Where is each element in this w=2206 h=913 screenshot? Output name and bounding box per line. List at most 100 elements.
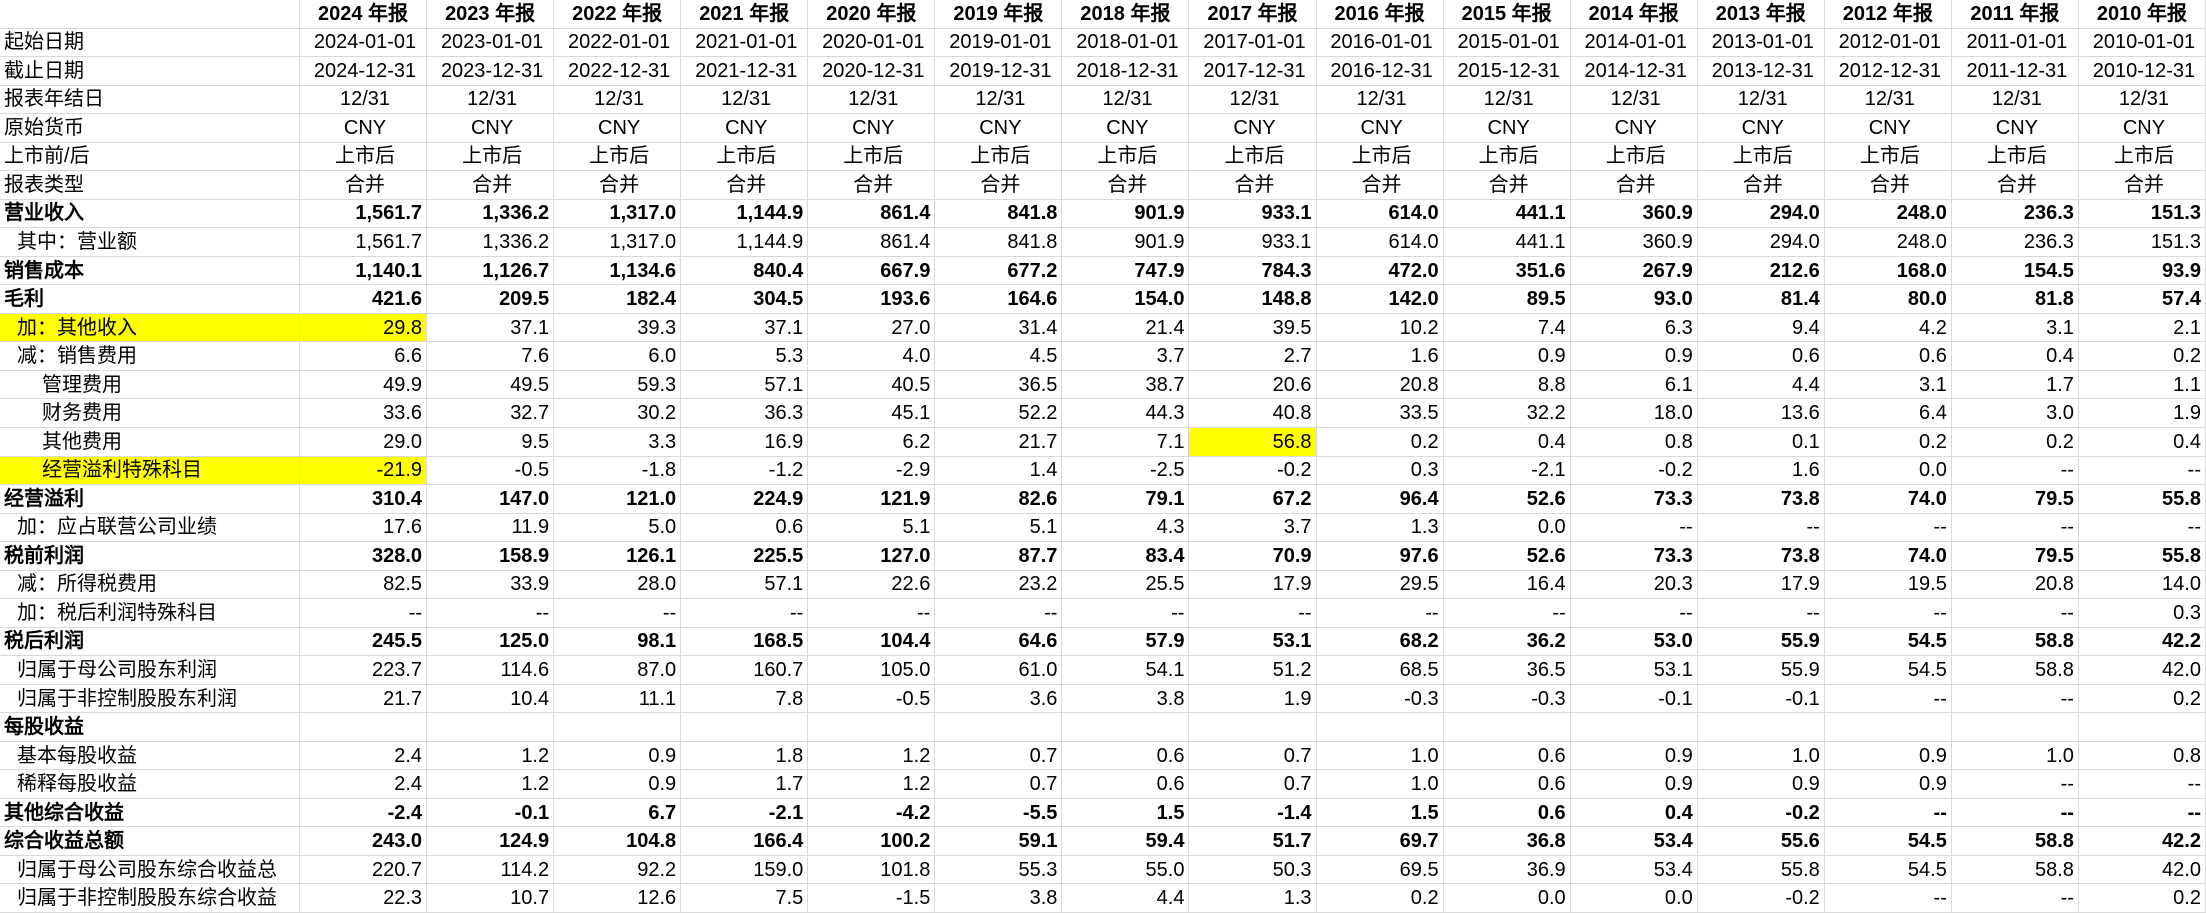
- value-cell[interactable]: 49.9: [300, 370, 428, 400]
- value-cell[interactable]: 310.4: [300, 485, 428, 514]
- value-cell[interactable]: 2016-01-01: [1316, 28, 1444, 58]
- value-cell[interactable]: --: [681, 599, 809, 628]
- value-cell[interactable]: 28.0: [554, 570, 682, 600]
- value-cell[interactable]: 12/31: [427, 85, 555, 115]
- row-label[interactable]: 其他费用: [0, 427, 300, 457]
- value-cell[interactable]: [1316, 713, 1444, 742]
- value-cell[interactable]: --: [554, 599, 682, 628]
- value-cell[interactable]: 0.9: [1570, 342, 1698, 371]
- value-cell[interactable]: 79.5: [1951, 485, 2079, 514]
- value-cell[interactable]: 6.6: [300, 342, 428, 371]
- value-cell[interactable]: 933.1: [1189, 199, 1317, 229]
- value-cell[interactable]: 158.9: [427, 542, 555, 571]
- value-cell[interactable]: 59.3: [554, 370, 682, 400]
- value-cell[interactable]: 2016-12-31: [1316, 57, 1444, 86]
- value-cell[interactable]: 合并: [1189, 171, 1317, 200]
- value-cell[interactable]: 12/31: [681, 85, 809, 115]
- value-cell[interactable]: 0.8: [2078, 741, 2206, 771]
- value-cell[interactable]: 51.2: [1189, 656, 1317, 685]
- value-cell[interactable]: 472.0: [1316, 256, 1444, 286]
- value-cell[interactable]: 166.4: [681, 827, 809, 856]
- value-cell[interactable]: 20.6: [1189, 370, 1317, 400]
- value-cell[interactable]: 18.0: [1570, 399, 1698, 428]
- value-cell[interactable]: 841.8: [935, 228, 1063, 257]
- value-cell[interactable]: 54.5: [1824, 855, 1952, 885]
- value-cell[interactable]: 12/31: [554, 85, 682, 115]
- value-cell[interactable]: 10.7: [427, 884, 555, 913]
- value-cell[interactable]: 69.5: [1316, 855, 1444, 885]
- value-cell[interactable]: 53.0: [1570, 627, 1698, 657]
- value-cell[interactable]: 1,140.1: [300, 256, 428, 286]
- value-cell[interactable]: 841.8: [935, 199, 1063, 229]
- column-header-2020[interactable]: 2020 年报: [808, 0, 936, 29]
- value-cell[interactable]: 7.1: [1062, 427, 1190, 457]
- value-cell[interactable]: 127.0: [808, 542, 936, 571]
- value-cell[interactable]: CNY: [427, 114, 555, 143]
- value-cell[interactable]: 上市后: [554, 142, 682, 172]
- value-cell[interactable]: 81.8: [1951, 285, 2079, 314]
- value-cell[interactable]: 82.6: [935, 485, 1063, 514]
- value-cell[interactable]: 901.9: [1062, 228, 1190, 257]
- value-cell[interactable]: 2021-01-01: [681, 28, 809, 58]
- value-cell[interactable]: CNY: [2078, 114, 2206, 143]
- value-cell[interactable]: 42.2: [2078, 827, 2206, 856]
- value-cell[interactable]: 1,134.6: [554, 256, 682, 286]
- value-cell[interactable]: 3.3: [554, 427, 682, 457]
- value-cell[interactable]: 105.0: [808, 656, 936, 685]
- value-cell[interactable]: 933.1: [1189, 228, 1317, 257]
- row-label[interactable]: 归属于母公司股东综合收益总: [0, 855, 300, 885]
- value-cell[interactable]: 11.1: [554, 684, 682, 714]
- value-cell[interactable]: 40.8: [1189, 399, 1317, 428]
- value-cell[interactable]: 2013-01-01: [1697, 28, 1825, 58]
- value-cell[interactable]: 121.9: [808, 485, 936, 514]
- value-cell[interactable]: CNY: [1316, 114, 1444, 143]
- value-cell[interactable]: 16.4: [1443, 570, 1571, 600]
- column-header-2016[interactable]: 2016 年报: [1316, 0, 1444, 29]
- value-cell[interactable]: 37.1: [681, 313, 809, 343]
- value-cell[interactable]: 17.9: [1697, 570, 1825, 600]
- value-cell[interactable]: 159.0: [681, 855, 809, 885]
- value-cell[interactable]: 87.0: [554, 656, 682, 685]
- value-cell[interactable]: 2022-01-01: [554, 28, 682, 58]
- value-cell[interactable]: 0.9: [554, 770, 682, 799]
- value-cell[interactable]: --: [1062, 599, 1190, 628]
- value-cell[interactable]: 1.6: [1316, 342, 1444, 371]
- row-label[interactable]: 归属于非控制股股东利润: [0, 684, 300, 714]
- value-cell[interactable]: 0.7: [1189, 741, 1317, 771]
- row-label[interactable]: 上市前/后: [0, 142, 300, 172]
- value-cell[interactable]: 54.5: [1824, 627, 1952, 657]
- value-cell[interactable]: 上市后: [1570, 142, 1698, 172]
- value-cell[interactable]: 0.4: [1443, 427, 1571, 457]
- value-cell[interactable]: 32.7: [427, 399, 555, 428]
- value-cell[interactable]: 1.0: [1951, 741, 2079, 771]
- value-cell[interactable]: 0.0: [1570, 884, 1698, 913]
- value-cell[interactable]: --: [1824, 513, 1952, 543]
- value-cell[interactable]: 9.4: [1697, 313, 1825, 343]
- value-cell[interactable]: 0.2: [1316, 427, 1444, 457]
- value-cell[interactable]: 209.5: [427, 285, 555, 314]
- value-cell[interactable]: 0.2: [1824, 427, 1952, 457]
- value-cell[interactable]: 0.9: [1570, 741, 1698, 771]
- value-cell[interactable]: 2018-01-01: [1062, 28, 1190, 58]
- value-cell[interactable]: 0.4: [1570, 798, 1698, 828]
- value-cell[interactable]: 2012-01-01: [1824, 28, 1952, 58]
- value-cell[interactable]: 58.8: [1951, 827, 2079, 856]
- value-cell[interactable]: 0.2: [1951, 427, 2079, 457]
- value-cell[interactable]: 2010-01-01: [2078, 28, 2206, 58]
- value-cell[interactable]: 248.0: [1824, 228, 1952, 257]
- value-cell[interactable]: 2020-12-31: [808, 57, 936, 86]
- value-cell[interactable]: 12/31: [1189, 85, 1317, 115]
- value-cell[interactable]: 40.5: [808, 370, 936, 400]
- value-cell[interactable]: --: [1697, 513, 1825, 543]
- row-label[interactable]: 销售成本: [0, 256, 300, 286]
- value-cell[interactable]: 1,561.7: [300, 199, 428, 229]
- value-cell[interactable]: 0.0: [1443, 884, 1571, 913]
- value-cell[interactable]: 1.0: [1316, 770, 1444, 799]
- value-cell[interactable]: 1,336.2: [427, 228, 555, 257]
- value-cell[interactable]: 7.8: [681, 684, 809, 714]
- value-cell[interactable]: 4.4: [1697, 370, 1825, 400]
- row-label[interactable]: 经营溢利: [0, 485, 300, 514]
- value-cell[interactable]: 55.6: [1697, 827, 1825, 856]
- value-cell[interactable]: -2.1: [1443, 456, 1571, 486]
- value-cell[interactable]: 57.1: [681, 370, 809, 400]
